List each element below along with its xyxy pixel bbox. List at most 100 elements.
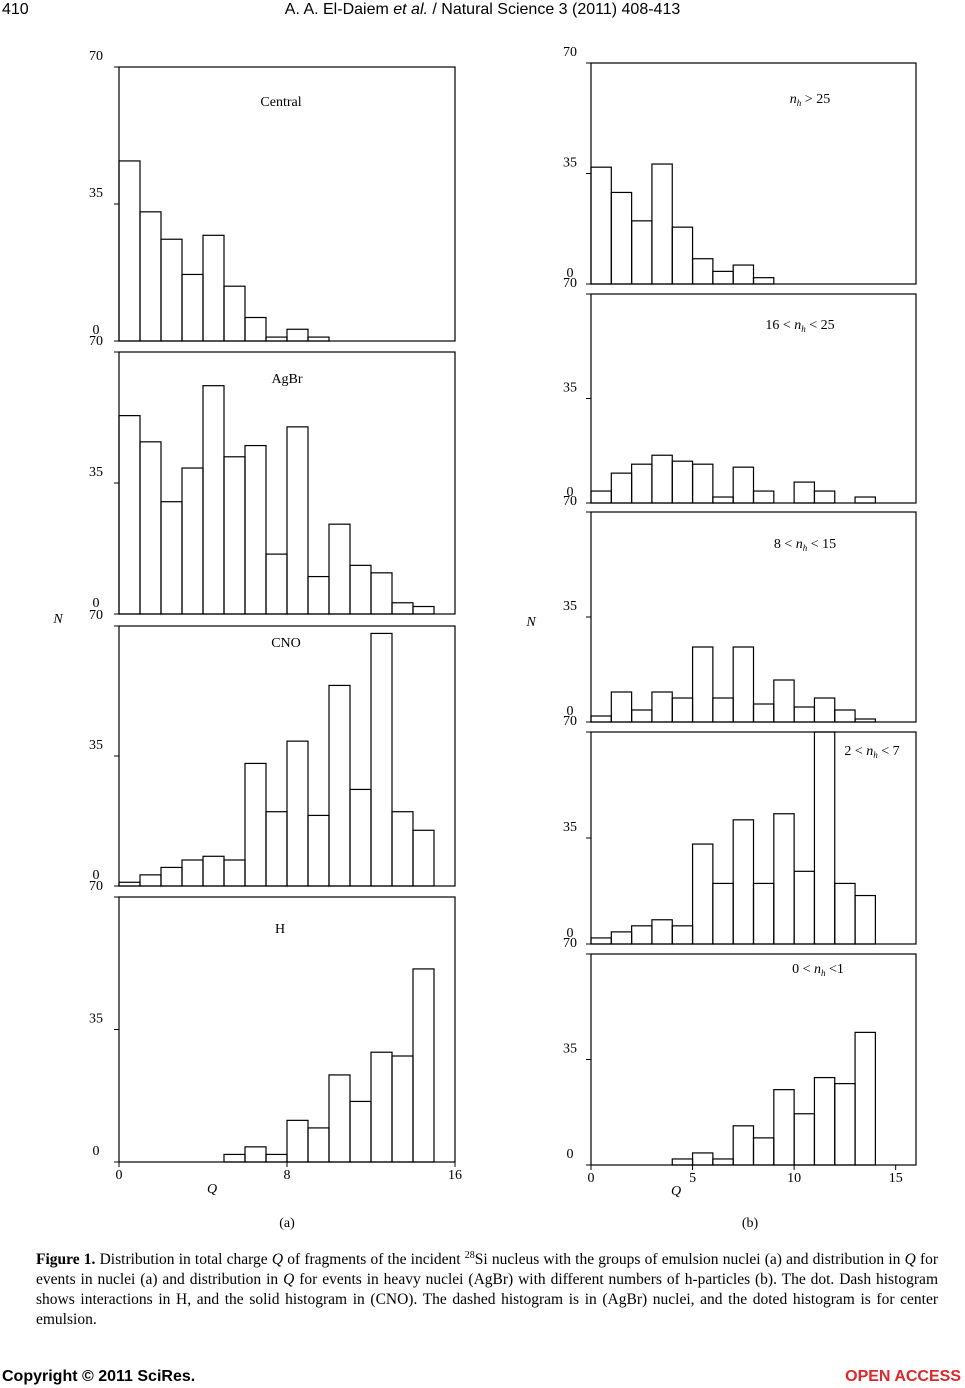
histogram-bar [202, 855, 225, 887]
histogram-bar [813, 731, 836, 945]
panel-label: 16 < nh < 25 [765, 318, 834, 334]
panel-label: 0 < nh <1 [792, 962, 844, 978]
histogram-bar [370, 572, 393, 615]
histogram-bar [610, 931, 633, 945]
text-segment: of fragments of the incident [283, 1251, 465, 1269]
histogram-bar [370, 1051, 393, 1163]
y-tick-label: 70 [89, 608, 103, 623]
histogram-bar [651, 691, 673, 723]
label-prefix: 2 < [844, 744, 866, 759]
y-tick-label: 35 [89, 465, 103, 480]
histogram-bar [671, 460, 694, 504]
y-tick-label: 70 [89, 49, 103, 64]
histogram-bar [160, 238, 183, 342]
label-subscript: h [821, 968, 826, 978]
histogram-bar [118, 160, 141, 342]
histogram-bar [223, 456, 246, 615]
histogram-bar [752, 703, 775, 723]
histogram-bar [671, 226, 694, 285]
histogram-bar [590, 166, 612, 285]
histogram-bar [391, 1055, 414, 1163]
open-access: OPEN ACCESS [845, 1368, 961, 1385]
label-symbol: n [790, 92, 797, 107]
histogram-bar [118, 415, 141, 615]
figure-caption: Figure 1. Distribution in total charge Q… [36, 1246, 938, 1330]
histogram-bar [834, 1083, 856, 1166]
histogram-bar [691, 258, 714, 285]
histogram-bar [691, 1152, 714, 1166]
text-segment: Q [904, 1251, 916, 1269]
label-prefix: 16 < [765, 318, 794, 333]
x-tick-label: 15 [889, 1171, 903, 1186]
histogram-bar [328, 684, 351, 887]
histogram-bar [671, 1158, 694, 1166]
histogram-bar [412, 829, 435, 887]
histogram-bar [651, 454, 673, 504]
histogram-bar [854, 894, 876, 945]
histogram-bar [181, 859, 204, 887]
histogram-bar [854, 1031, 876, 1166]
page-number: 410 [2, 1, 29, 18]
histogram-bar [328, 523, 351, 615]
histogram-bar [412, 968, 435, 1163]
subfigure-label: (b) [742, 1216, 759, 1231]
y-axis-label: N [525, 615, 536, 630]
histogram-bar [244, 444, 267, 615]
histogram-bar [202, 385, 225, 615]
histogram-bar [139, 874, 162, 887]
running-title: A. A. El-Daiem et al. / Natural Science … [0, 1, 965, 19]
x-tick-label: 0 [588, 1171, 595, 1186]
y-axis-label: N [52, 612, 63, 627]
histogram-bar [732, 646, 755, 723]
label-suffix: < 7 [878, 744, 900, 759]
text-segment: for events in nuclei (a) and distributio… [36, 1251, 939, 1289]
histogram-bar [631, 220, 653, 285]
histogram-bar [286, 1119, 309, 1163]
histogram-bar [631, 709, 653, 723]
panel-label: 2 < nh < 7 [844, 744, 899, 760]
histogram-bar [691, 463, 714, 504]
histogram-bar [854, 496, 876, 504]
y-tick-label: 70 [89, 879, 103, 894]
histogram-bar [732, 819, 755, 945]
label-prefix: 0 < [792, 962, 814, 977]
plot-frame [590, 62, 917, 285]
histogram-bar [671, 697, 694, 723]
y-tick-label: 0 [567, 485, 574, 500]
text-segment: Figure 1. [36, 1251, 96, 1269]
y-tick-label: 0 [93, 1144, 100, 1159]
histogram-bar [691, 646, 714, 723]
histogram-bar [286, 740, 309, 887]
y-tick-label: 0 [567, 704, 574, 719]
histogram-bar [732, 1125, 755, 1166]
histogram-bar [265, 811, 288, 887]
label-suffix: > 25 [801, 92, 830, 107]
text-segment: A. A. El-Daiem [284, 1, 394, 18]
histogram-bar [752, 1137, 775, 1166]
histogram-bar [139, 211, 162, 342]
y-tick-label: 0 [93, 596, 100, 611]
histogram-bar [244, 762, 267, 887]
x-tick-label: 8 [284, 1168, 291, 1183]
label-subscript: h [803, 543, 808, 553]
text-segment: 28 [464, 1250, 475, 1261]
histogram-bar [773, 1089, 795, 1166]
subfigure-label: (a) [279, 1216, 295, 1231]
histogram-bar [834, 709, 856, 723]
histogram-bar [671, 925, 694, 945]
histogram-bar [160, 866, 183, 887]
label-suffix: < 25 [806, 318, 835, 333]
histogram-bar [328, 1074, 351, 1163]
x-axis-label: Q [207, 1182, 217, 1197]
histogram-bar [651, 163, 673, 285]
histogram-bar [223, 285, 246, 342]
histogram-bar [244, 316, 267, 342]
histogram-bar [813, 1076, 836, 1166]
histogram-bar [813, 697, 836, 723]
histogram-bar [610, 691, 633, 723]
panel-label: nh > 25 [790, 92, 830, 108]
y-tick-label: 0 [93, 323, 100, 338]
histogram-bar [391, 811, 414, 887]
